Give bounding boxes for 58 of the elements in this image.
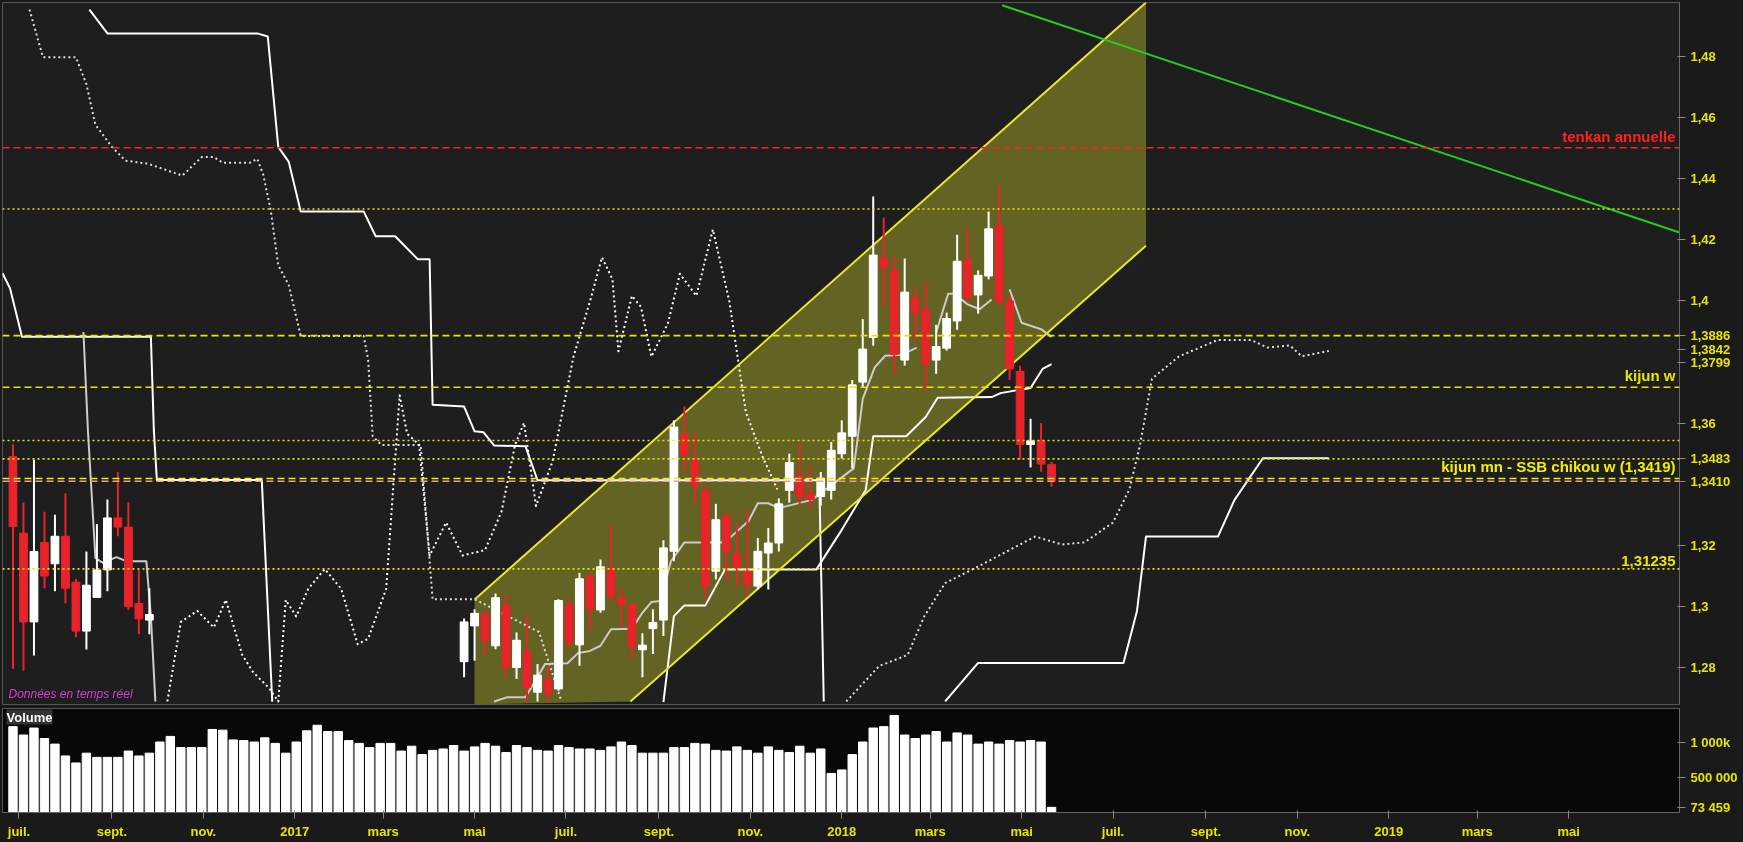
y-tick-label: 1,46 xyxy=(1690,109,1716,125)
x-tick-label: nov. xyxy=(737,823,764,839)
x-tick-label: nov. xyxy=(190,823,217,839)
candlestick xyxy=(113,471,123,538)
chart-title: Volume xyxy=(6,709,53,725)
candlestick xyxy=(617,588,626,629)
candlestick xyxy=(648,608,658,656)
x-tick-label: sept. xyxy=(1190,823,1222,839)
y-tick-label: 1,32 xyxy=(1690,537,1716,553)
y-tick-label: 1 000k xyxy=(1690,735,1732,751)
annotation: Données en temps réel xyxy=(8,686,133,701)
ref-line-label: kijun w xyxy=(1624,367,1676,385)
candlestick xyxy=(805,464,815,510)
x-tick-label: mars xyxy=(914,823,946,839)
candlestick xyxy=(816,471,826,507)
y-tick-label: 1,3842 xyxy=(1690,341,1731,357)
y-tick-label: 1,44 xyxy=(1690,170,1717,186)
candlestick xyxy=(795,442,805,507)
ref-line-label: 1,31235 xyxy=(1621,551,1676,569)
x-tick-label: 2019 xyxy=(1374,823,1404,839)
candlestick xyxy=(742,508,752,598)
candlestick xyxy=(879,216,889,309)
x-tick-label: mai xyxy=(1010,823,1033,839)
candlestick xyxy=(1036,422,1046,473)
y-tick-label: 1,36 xyxy=(1690,415,1716,431)
y-tick-label: 73 459 xyxy=(1690,799,1731,815)
x-tick-label: sept. xyxy=(643,823,675,839)
candlestick xyxy=(638,632,647,679)
candlestick xyxy=(763,527,773,591)
candlestick xyxy=(533,663,542,703)
y-tick-label: 1,3 xyxy=(1690,599,1709,615)
x-tick-label: nov. xyxy=(1284,823,1311,839)
y-tick-label: 1,48 xyxy=(1690,48,1716,64)
y-tick-label: 1,28 xyxy=(1690,660,1716,676)
x-tick-label: 2017 xyxy=(280,823,310,839)
candlestick xyxy=(1047,460,1056,488)
x-tick-label: mars xyxy=(1461,823,1493,839)
ref-line-label: tenkan annuelle xyxy=(1562,127,1676,145)
y-tick-label: 1,3483 xyxy=(1690,451,1731,467)
y-tick-label: 1,4 xyxy=(1690,293,1710,309)
ref-line-label: kijun mn - SSB chikou w (1,3419) xyxy=(1441,458,1676,476)
x-tick-label: 2018 xyxy=(827,823,857,839)
x-tick-label: mai xyxy=(463,823,486,839)
y-tick-label: 1,3410 xyxy=(1690,473,1731,489)
y-tick-label: 500 000 xyxy=(1690,770,1738,786)
x-tick-label: juil. xyxy=(1100,823,1125,839)
candlestick xyxy=(144,587,154,636)
y-tick-label: 1,42 xyxy=(1690,232,1716,248)
x-tick-label: mars xyxy=(367,823,399,839)
y-tick-label: 1,3886 xyxy=(1690,328,1731,344)
x-tick-label: sept. xyxy=(96,823,128,839)
candlestick xyxy=(1026,417,1035,469)
candlestick xyxy=(543,664,553,703)
x-tick-label: juil. xyxy=(6,823,31,839)
x-tick-label: juil. xyxy=(553,823,578,839)
candlestick xyxy=(732,522,742,588)
candlestick xyxy=(679,405,689,472)
x-tick-label: mai xyxy=(1557,823,1580,839)
